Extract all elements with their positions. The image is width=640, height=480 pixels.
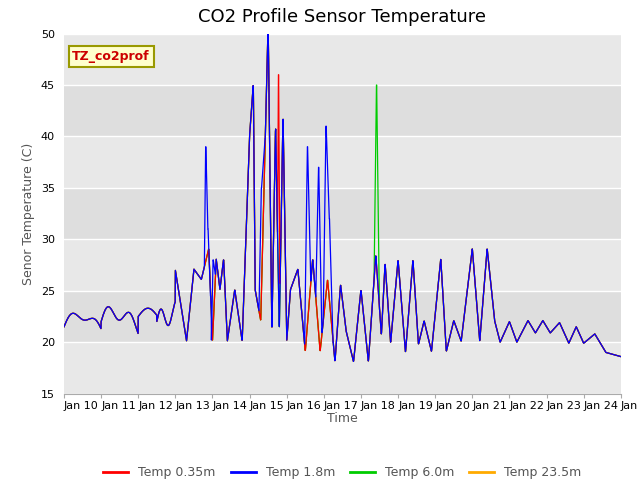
Title: CO2 Profile Sensor Temperature: CO2 Profile Sensor Temperature <box>198 9 486 26</box>
Legend: Temp 0.35m, Temp 1.8m, Temp 6.0m, Temp 23.5m: Temp 0.35m, Temp 1.8m, Temp 6.0m, Temp 2… <box>98 461 587 480</box>
X-axis label: Time: Time <box>327 412 358 425</box>
Y-axis label: Senor Temperature (C): Senor Temperature (C) <box>22 143 35 285</box>
Bar <box>64 136 621 188</box>
Bar <box>64 188 621 240</box>
Text: TZ_co2prof: TZ_co2prof <box>72 50 150 63</box>
Bar <box>64 34 621 85</box>
Bar <box>64 85 621 136</box>
Bar <box>64 291 621 342</box>
Bar <box>64 342 621 394</box>
Bar <box>64 240 621 291</box>
